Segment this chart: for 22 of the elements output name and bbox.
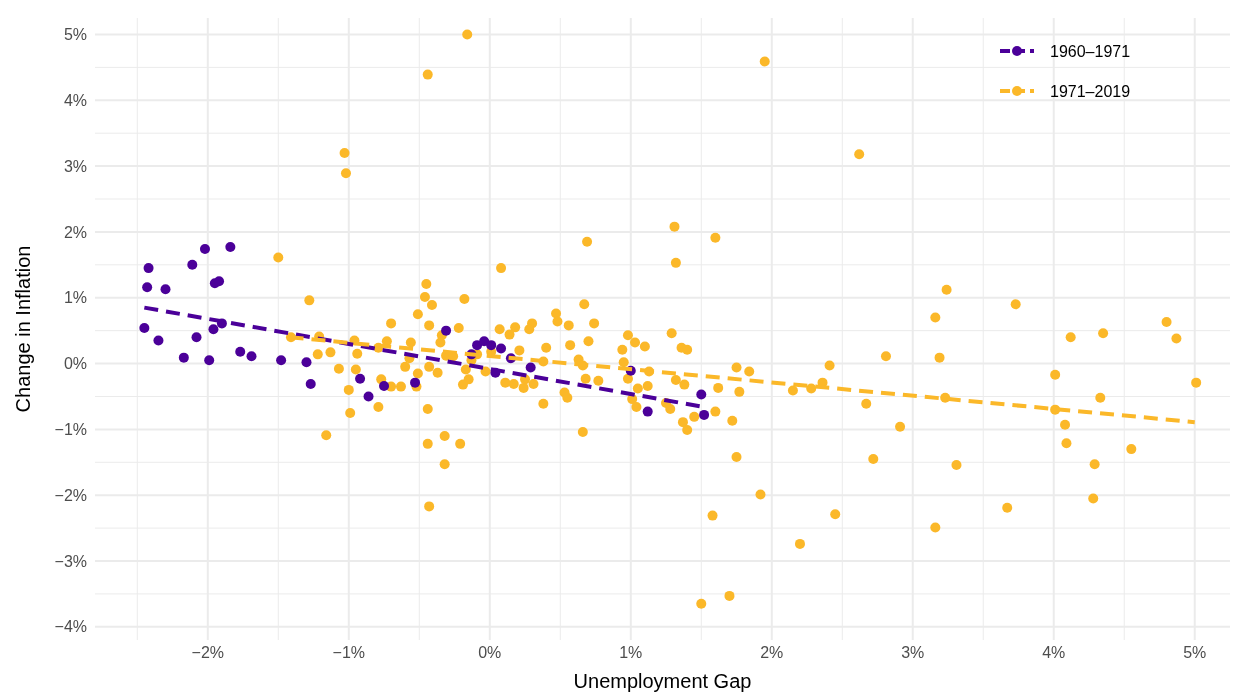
y-tick-label: 3% <box>63 157 87 175</box>
legend-label: 1960–1971 <box>1050 42 1131 60</box>
y-tick-label: 0% <box>63 355 87 373</box>
y-tick-label: −2% <box>54 486 87 504</box>
x-tick-label: 5% <box>1183 644 1207 661</box>
x-tick-label: 4% <box>1042 644 1066 661</box>
x-tick-label: 0% <box>478 644 502 661</box>
y-tick-label: 4% <box>63 91 87 109</box>
x-axis-title: Unemployment Gap <box>573 670 752 692</box>
y-axis-title: Change in Inflation <box>12 245 34 413</box>
y-tick-label: 2% <box>63 223 87 241</box>
y-tick-label: −4% <box>54 618 87 636</box>
y-tick-label: 5% <box>63 26 87 44</box>
y-tick-label: −3% <box>54 552 87 570</box>
x-tick-label: 3% <box>901 644 925 661</box>
legend-label: 1971–2019 <box>1050 82 1131 100</box>
x-tick-label: 1% <box>619 644 643 661</box>
x-tick-label: −2% <box>191 644 225 661</box>
x-tick-label: −1% <box>332 644 366 661</box>
x-tick-label: 2% <box>760 644 784 661</box>
y-tick-label: −1% <box>54 420 87 438</box>
y-tick-label: 1% <box>63 289 87 307</box>
